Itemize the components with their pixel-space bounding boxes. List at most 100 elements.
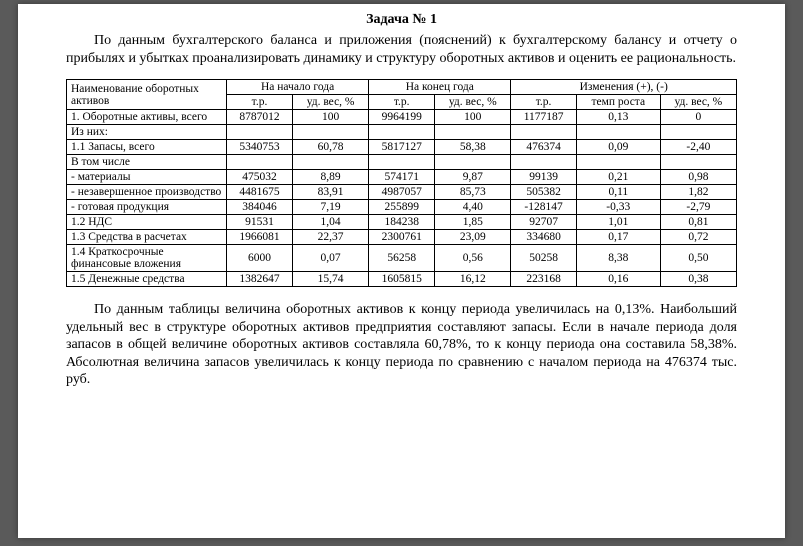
cell-name: 1.5 Денежные средства xyxy=(67,272,227,287)
cell-value: 1966081 xyxy=(227,230,293,245)
table-row: 1.5 Денежные средства138264715,741605815… xyxy=(67,272,737,287)
header-group-end: На конец года xyxy=(369,80,511,95)
cell-value xyxy=(511,125,576,140)
cell-value: 255899 xyxy=(369,200,435,215)
table-row: 1.2 НДС915311,041842381,85927071,010,81 xyxy=(67,215,737,230)
header-start-tr: т.р. xyxy=(227,95,293,110)
cell-value: 0,11 xyxy=(576,185,660,200)
cell-value: 0,50 xyxy=(660,245,736,272)
table-row: 1.3 Средства в расчетах196608122,3723007… xyxy=(67,230,737,245)
cell-value: -2,79 xyxy=(660,200,736,215)
cell-value: 0,09 xyxy=(576,140,660,155)
cell-value: 0,38 xyxy=(660,272,736,287)
cell-value: 100 xyxy=(435,110,511,125)
cell-value xyxy=(293,155,369,170)
cell-value: 8,89 xyxy=(293,170,369,185)
table-row: В том числе xyxy=(67,155,737,170)
table-row: 1. Оборотные активы, всего87870121009964… xyxy=(67,110,737,125)
header-change-tr: т.р. xyxy=(511,95,576,110)
cell-name: - незавершенное производство xyxy=(67,185,227,200)
cell-value xyxy=(576,125,660,140)
cell-value: 0,81 xyxy=(660,215,736,230)
cell-value: 60,78 xyxy=(293,140,369,155)
cell-value xyxy=(227,155,293,170)
conclusion-paragraph: По данным таблицы величина оборотных акт… xyxy=(66,301,737,389)
cell-value: -2,40 xyxy=(660,140,736,155)
table-row: - материалы4750328,895741719,87991390,21… xyxy=(67,170,737,185)
cell-value: 384046 xyxy=(227,200,293,215)
cell-value: 505382 xyxy=(511,185,576,200)
cell-value xyxy=(576,155,660,170)
cell-value: 85,73 xyxy=(435,185,511,200)
cell-value: 100 xyxy=(293,110,369,125)
document-page: Задача № 1 По данным бухгалтерского бала… xyxy=(18,4,785,538)
table-row: 1.1 Запасы, всего534075360,78581712758,3… xyxy=(67,140,737,155)
cell-value: 1177187 xyxy=(511,110,576,125)
cell-value: 5340753 xyxy=(227,140,293,155)
cell-value: 22,37 xyxy=(293,230,369,245)
cell-name: - материалы xyxy=(67,170,227,185)
cell-value xyxy=(369,155,435,170)
cell-value: 0,56 xyxy=(435,245,511,272)
cell-value: 4,40 xyxy=(435,200,511,215)
cell-value: 0,13 xyxy=(576,110,660,125)
table-row: 1.4 Краткосрочные финансовые вложения600… xyxy=(67,245,737,272)
cell-value: 91531 xyxy=(227,215,293,230)
cell-value: 334680 xyxy=(511,230,576,245)
table-row: - готовая продукция3840467,192558994,40-… xyxy=(67,200,737,215)
cell-name: 1.2 НДС xyxy=(67,215,227,230)
cell-value: 0 xyxy=(660,110,736,125)
cell-value: 476374 xyxy=(511,140,576,155)
header-end-ud: уд. вес, % xyxy=(435,95,511,110)
cell-value: -128147 xyxy=(511,200,576,215)
cell-name: 1.4 Краткосрочные финансовые вложения xyxy=(67,245,227,272)
cell-value: 16,12 xyxy=(435,272,511,287)
cell-value: 9,87 xyxy=(435,170,511,185)
cell-value: 4987057 xyxy=(369,185,435,200)
cell-value xyxy=(660,125,736,140)
cell-value xyxy=(369,125,435,140)
cell-value: 23,09 xyxy=(435,230,511,245)
cell-value: 223168 xyxy=(511,272,576,287)
task-title: Задача № 1 xyxy=(66,12,737,28)
header-change-ud: уд. вес, % xyxy=(660,95,736,110)
cell-value: 56258 xyxy=(369,245,435,272)
cell-value xyxy=(511,155,576,170)
cell-value: 99139 xyxy=(511,170,576,185)
cell-value: 83,91 xyxy=(293,185,369,200)
cell-value: 15,74 xyxy=(293,272,369,287)
cell-value: 2300761 xyxy=(369,230,435,245)
table-row: Из них: xyxy=(67,125,737,140)
header-group-change: Изменения (+), (-) xyxy=(511,80,737,95)
cell-value: 1,85 xyxy=(435,215,511,230)
header-name: Наименование оборотных активов xyxy=(67,80,227,110)
assets-table: Наименование оборотных активов На начало… xyxy=(66,79,737,287)
table-row: - незавершенное производство448167583,91… xyxy=(67,185,737,200)
cell-value: 0,21 xyxy=(576,170,660,185)
cell-value: 1605815 xyxy=(369,272,435,287)
cell-value xyxy=(227,125,293,140)
cell-value: 58,38 xyxy=(435,140,511,155)
cell-value: 92707 xyxy=(511,215,576,230)
cell-value: 1382647 xyxy=(227,272,293,287)
cell-value: 184238 xyxy=(369,215,435,230)
cell-name: - готовая продукция xyxy=(67,200,227,215)
header-start-ud: уд. вес, % xyxy=(293,95,369,110)
cell-value: 8,38 xyxy=(576,245,660,272)
cell-value: 0,17 xyxy=(576,230,660,245)
cell-value: 1,82 xyxy=(660,185,736,200)
header-group-start: На начало года xyxy=(227,80,369,95)
cell-value xyxy=(293,125,369,140)
cell-name: Из них: xyxy=(67,125,227,140)
cell-name: 1. Оборотные активы, всего xyxy=(67,110,227,125)
cell-value: 0,16 xyxy=(576,272,660,287)
cell-value: 0,72 xyxy=(660,230,736,245)
cell-value: 0,07 xyxy=(293,245,369,272)
cell-value xyxy=(435,155,511,170)
cell-name: 1.3 Средства в расчетах xyxy=(67,230,227,245)
cell-value: 4481675 xyxy=(227,185,293,200)
cell-value: 5817127 xyxy=(369,140,435,155)
cell-value: 0,98 xyxy=(660,170,736,185)
cell-value: -0,33 xyxy=(576,200,660,215)
cell-value: 1,04 xyxy=(293,215,369,230)
